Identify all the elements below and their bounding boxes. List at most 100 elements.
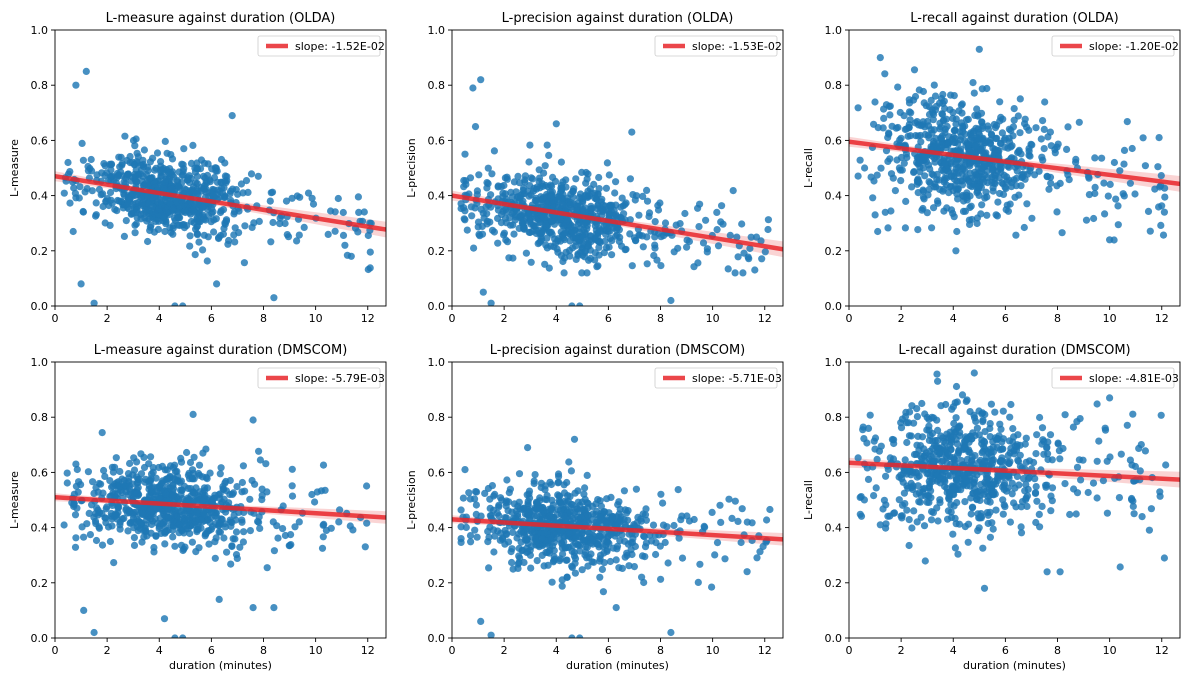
scatter-point	[881, 208, 889, 216]
scatter-point	[549, 173, 557, 181]
scatter-point	[885, 102, 893, 111]
scatter-point	[1006, 200, 1014, 208]
scatter-point	[180, 482, 189, 490]
chart-title: L-recall against duration (DMSCOM)	[898, 343, 1130, 358]
scatter-point	[249, 604, 257, 612]
scatter-point	[366, 248, 374, 256]
scatter-point	[288, 492, 297, 500]
scatter-point	[233, 483, 241, 491]
scatter-point	[183, 222, 191, 230]
scatter-point	[565, 529, 573, 537]
scatter-point	[520, 223, 528, 231]
scatter-point	[920, 99, 928, 107]
scatter-point	[1064, 171, 1072, 179]
scatter-point	[249, 416, 257, 424]
scatter-point	[1072, 510, 1080, 518]
scatter-point	[876, 521, 884, 529]
scatter-point	[873, 171, 881, 179]
scatter-point	[242, 177, 251, 185]
scatter-point	[582, 179, 590, 187]
scatter-point	[1054, 140, 1062, 148]
scatter-point	[1061, 411, 1069, 419]
scatter-point	[1155, 134, 1163, 142]
axes-frame	[451, 29, 784, 307]
scatter-point	[361, 543, 369, 551]
scatter-point	[190, 497, 198, 505]
scatter-point	[641, 543, 650, 551]
scatter-point	[578, 251, 587, 259]
scatter-point	[225, 236, 233, 245]
scatter-point	[955, 520, 964, 528]
scatter-point	[636, 231, 644, 239]
scatter-point	[915, 86, 923, 94]
scatter-point	[914, 175, 922, 183]
scatter-point	[620, 210, 628, 218]
scatter-point	[327, 524, 335, 532]
scatter-point	[133, 159, 141, 167]
scatter-point	[82, 67, 90, 75]
scatter-point	[520, 504, 528, 512]
x-tick-label: 10	[706, 312, 720, 325]
legend: slope: -1.53E-02	[654, 35, 782, 57]
scatter-point	[1038, 502, 1046, 510]
scatter-point	[494, 183, 502, 191]
scatter-point	[519, 210, 527, 218]
scatter-point	[910, 66, 919, 74]
scatter-point	[534, 240, 542, 248]
x-tick-label: 6	[605, 644, 612, 657]
scatter-point	[274, 534, 282, 542]
scatter-point	[208, 165, 216, 173]
scatter-point	[628, 128, 636, 136]
scatter-point	[576, 302, 584, 306]
scatter-point	[739, 269, 747, 277]
scatter-point	[346, 522, 354, 530]
scatter-point	[98, 429, 106, 437]
scatter-point	[293, 237, 301, 245]
scatter-point	[879, 124, 887, 132]
scatter-point	[188, 538, 196, 546]
scatter-point	[918, 433, 927, 441]
scatter-point	[270, 294, 278, 302]
scatter-point	[282, 197, 291, 205]
scatter-point	[956, 422, 964, 430]
scatter-point	[269, 518, 277, 526]
scatter-point	[60, 189, 68, 197]
scatter-point	[1075, 118, 1083, 126]
scatter-point	[500, 181, 508, 190]
scatter-point	[857, 493, 865, 501]
scatter-point	[718, 202, 726, 210]
scatter-point	[608, 251, 616, 259]
scatter-point	[695, 223, 703, 231]
scatter-point	[106, 188, 115, 197]
scatter-point	[912, 490, 920, 498]
scatter-point	[155, 217, 163, 225]
scatter-point	[902, 197, 910, 205]
legend: slope: -5.71E-03	[654, 367, 782, 389]
scatter-point	[738, 220, 746, 228]
scatter-point	[1159, 231, 1168, 239]
scatter-point	[560, 497, 569, 505]
scatter-point	[572, 533, 580, 541]
scatter-point	[1043, 481, 1051, 489]
scatter-point	[131, 173, 139, 181]
scatter-point	[163, 149, 171, 157]
scatter-point	[171, 542, 179, 550]
scatter-point	[1104, 192, 1112, 200]
scatter-point	[1006, 458, 1014, 466]
scatter-point	[293, 192, 301, 200]
scatter-point	[71, 543, 80, 551]
scatter-point	[1090, 214, 1098, 223]
scatter-point	[471, 526, 479, 534]
scatter-point	[597, 502, 606, 510]
scatter-point	[133, 523, 141, 531]
scatter-point	[986, 533, 995, 541]
legend-label: slope: -5.79E-03	[295, 372, 385, 385]
scatter-point	[952, 115, 960, 123]
scatter-point	[900, 112, 908, 120]
scatter-series	[854, 45, 1169, 255]
scatter-point	[726, 231, 734, 239]
scatter-point	[657, 262, 665, 270]
scatter-point	[1106, 236, 1114, 244]
scatter-point	[1085, 191, 1093, 199]
scatter-point	[217, 515, 225, 523]
